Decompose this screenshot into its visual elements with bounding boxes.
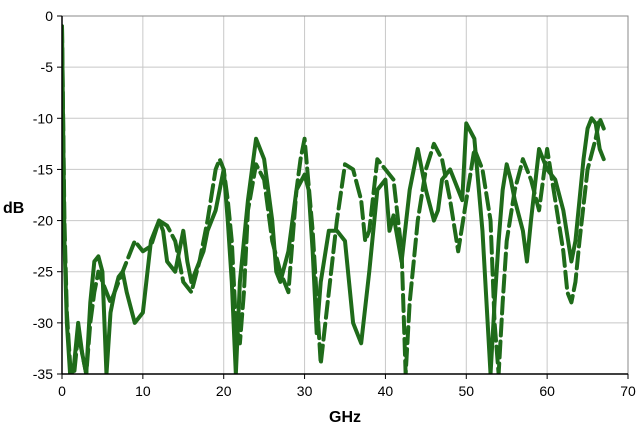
x-tick-label: 60 bbox=[539, 383, 555, 399]
x-tick-label: 30 bbox=[297, 383, 313, 399]
y-tick-label: 0 bbox=[45, 8, 53, 24]
y-tick-label: -15 bbox=[33, 161, 53, 177]
x-tick-label: 0 bbox=[58, 383, 66, 399]
y-tick-labels: 0 -5 -10 -15 -20 -25 -30 -35 bbox=[33, 8, 62, 382]
series-layer bbox=[62, 24, 606, 374]
x-tick-label: 20 bbox=[216, 383, 232, 399]
series-line-dashed bbox=[62, 24, 606, 374]
y-tick-label: -20 bbox=[33, 213, 53, 229]
x-tick-label: 70 bbox=[620, 383, 636, 399]
y-tick-label: -5 bbox=[41, 59, 54, 75]
y-tick-label: -35 bbox=[33, 366, 53, 382]
x-tick-labels: 0 10 20 30 40 50 60 70 bbox=[58, 374, 636, 399]
y-tick-label: -30 bbox=[33, 315, 53, 331]
x-tick-label: 40 bbox=[378, 383, 394, 399]
y-axis-title: dB bbox=[3, 200, 24, 217]
x-tick-label: 10 bbox=[135, 383, 151, 399]
x-tick-label: 50 bbox=[458, 383, 474, 399]
y-tick-label: -25 bbox=[33, 264, 53, 280]
y-tick-label: -10 bbox=[33, 110, 53, 126]
x-axis-title: GHz bbox=[329, 409, 361, 426]
plot-background bbox=[62, 16, 628, 374]
